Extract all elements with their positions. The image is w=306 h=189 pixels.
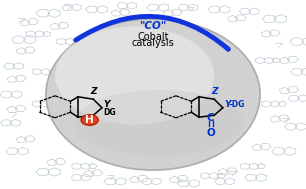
Ellipse shape — [75, 90, 243, 156]
Text: catalysis: catalysis — [132, 39, 174, 48]
Text: H: H — [85, 115, 94, 125]
Ellipse shape — [46, 19, 260, 170]
Ellipse shape — [55, 26, 214, 125]
Text: Z: Z — [90, 87, 97, 96]
FancyArrowPatch shape — [76, 16, 228, 49]
Text: DG: DG — [103, 108, 116, 117]
Text: –DG: –DG — [228, 100, 245, 109]
Text: O: O — [207, 128, 215, 138]
Text: Z: Z — [211, 87, 218, 96]
Text: "CO": "CO" — [139, 21, 167, 30]
Text: Cobalt: Cobalt — [137, 32, 169, 42]
Circle shape — [81, 115, 98, 125]
Text: C: C — [207, 113, 214, 123]
Text: Y: Y — [225, 100, 231, 109]
Text: Y: Y — [103, 100, 110, 109]
